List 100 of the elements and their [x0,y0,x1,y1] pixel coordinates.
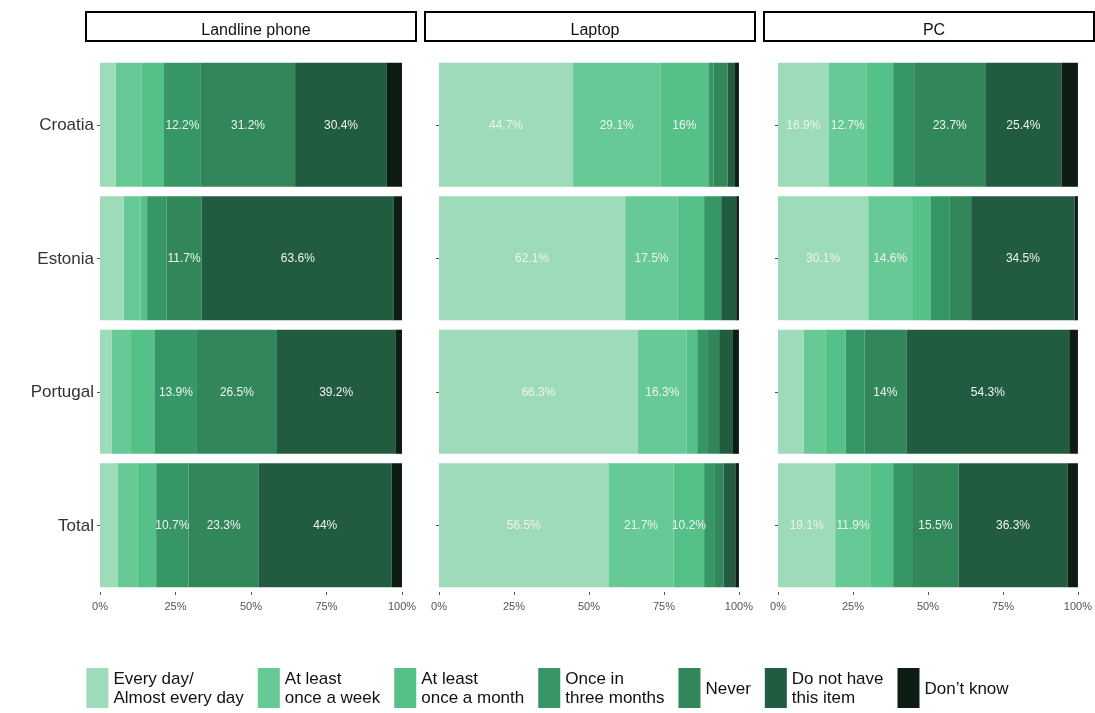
bar [912,196,931,321]
x-tick-label: 50% [916,599,940,612]
x-tick-label: 0% [770,599,787,612]
bar [825,329,846,454]
bar [608,463,674,588]
legend-label: Never [705,678,752,698]
bar [130,329,155,454]
legend-label: At least once a month [421,669,525,707]
data-label: 19.1% [789,518,824,533]
data-label: 16.3% [645,384,680,399]
x-tick-label: 75% [991,599,1015,612]
legend-label: At least once a week [284,669,381,707]
bar [276,329,396,454]
bar [732,329,739,454]
data-label: 44.7% [489,117,524,132]
x-tick-label: 25% [841,599,865,612]
bar [201,196,394,321]
data-label: 30.4% [323,117,359,132]
bar [156,463,189,588]
chart-title: Laptop [570,20,620,38]
chart-title: Landline phone [201,20,311,38]
bar [958,463,1068,588]
bar [778,329,804,454]
bar [778,196,869,321]
x-tick-label: 75% [315,599,338,612]
x-tick-label: 0% [92,599,109,612]
data-label: 12.7% [830,117,866,132]
bar [200,62,296,187]
bar [573,62,661,187]
data-label: 31.2% [230,117,266,132]
bar [386,62,402,187]
bar [930,196,950,321]
y-tick-label: Estonia [37,248,95,268]
bar [835,463,871,588]
bar [100,196,124,321]
bar [828,62,867,187]
bar [912,463,959,588]
data-label: 16% [672,117,697,132]
bar [1061,62,1078,187]
bar [100,62,116,187]
bar [985,62,1062,187]
x-tick-label: 75% [652,599,676,612]
bar [803,329,826,454]
bar [137,463,157,588]
legend-label: Every day/ Almost every day [113,669,245,707]
bar [893,463,913,588]
bar [196,329,277,454]
data-label: 36.3% [995,518,1031,533]
bar [677,196,705,321]
data-label: 56.5% [506,518,542,533]
data-label: 30.1% [806,251,841,266]
bar [117,463,138,588]
y-tick-label: Croatia [39,115,95,135]
bar [439,329,638,454]
bar [295,62,387,187]
data-label: 34.5% [1005,251,1041,266]
data-label: 12.2% [165,117,200,132]
data-label: 10.2% [671,518,707,533]
bar [707,329,720,454]
bar [123,196,141,321]
bar [637,329,687,454]
bar [714,463,724,588]
bar [723,463,736,588]
bar [100,463,118,588]
data-label: 10.7% [155,518,190,533]
x-tick-label: 50% [577,599,601,612]
x-tick-label: 50% [239,599,263,612]
x-tick-label: 100% [1063,599,1093,612]
bar [949,196,972,321]
data-label: 14% [873,384,898,399]
x-tick-label: 25% [164,599,187,612]
bar [625,196,678,321]
bar [778,463,836,588]
bar [1069,329,1078,454]
bar [914,62,986,187]
legend-label: Do not have this item [791,669,884,707]
legend-label: Don’t know [924,678,1010,698]
x-tick-label: 25% [502,599,526,612]
bar [713,62,728,187]
data-label: 62.1% [515,251,550,266]
bar [188,463,259,588]
bar [870,463,894,588]
bar [1067,463,1078,588]
bar [704,196,722,321]
data-label: 15.5% [918,518,953,533]
bar [439,463,609,588]
bar [166,196,202,321]
bar [708,62,714,187]
data-label: 11.7% [167,251,201,266]
bar [719,329,733,454]
bar [906,329,1070,454]
bar [845,329,865,454]
x-tick-label: 100% [387,599,417,612]
y-tick-label: Total [58,515,94,535]
bar [147,196,167,321]
bar [111,329,131,454]
data-label: 26.5% [219,384,255,399]
bar [686,329,698,454]
bar [736,196,739,321]
bar [1074,196,1078,321]
